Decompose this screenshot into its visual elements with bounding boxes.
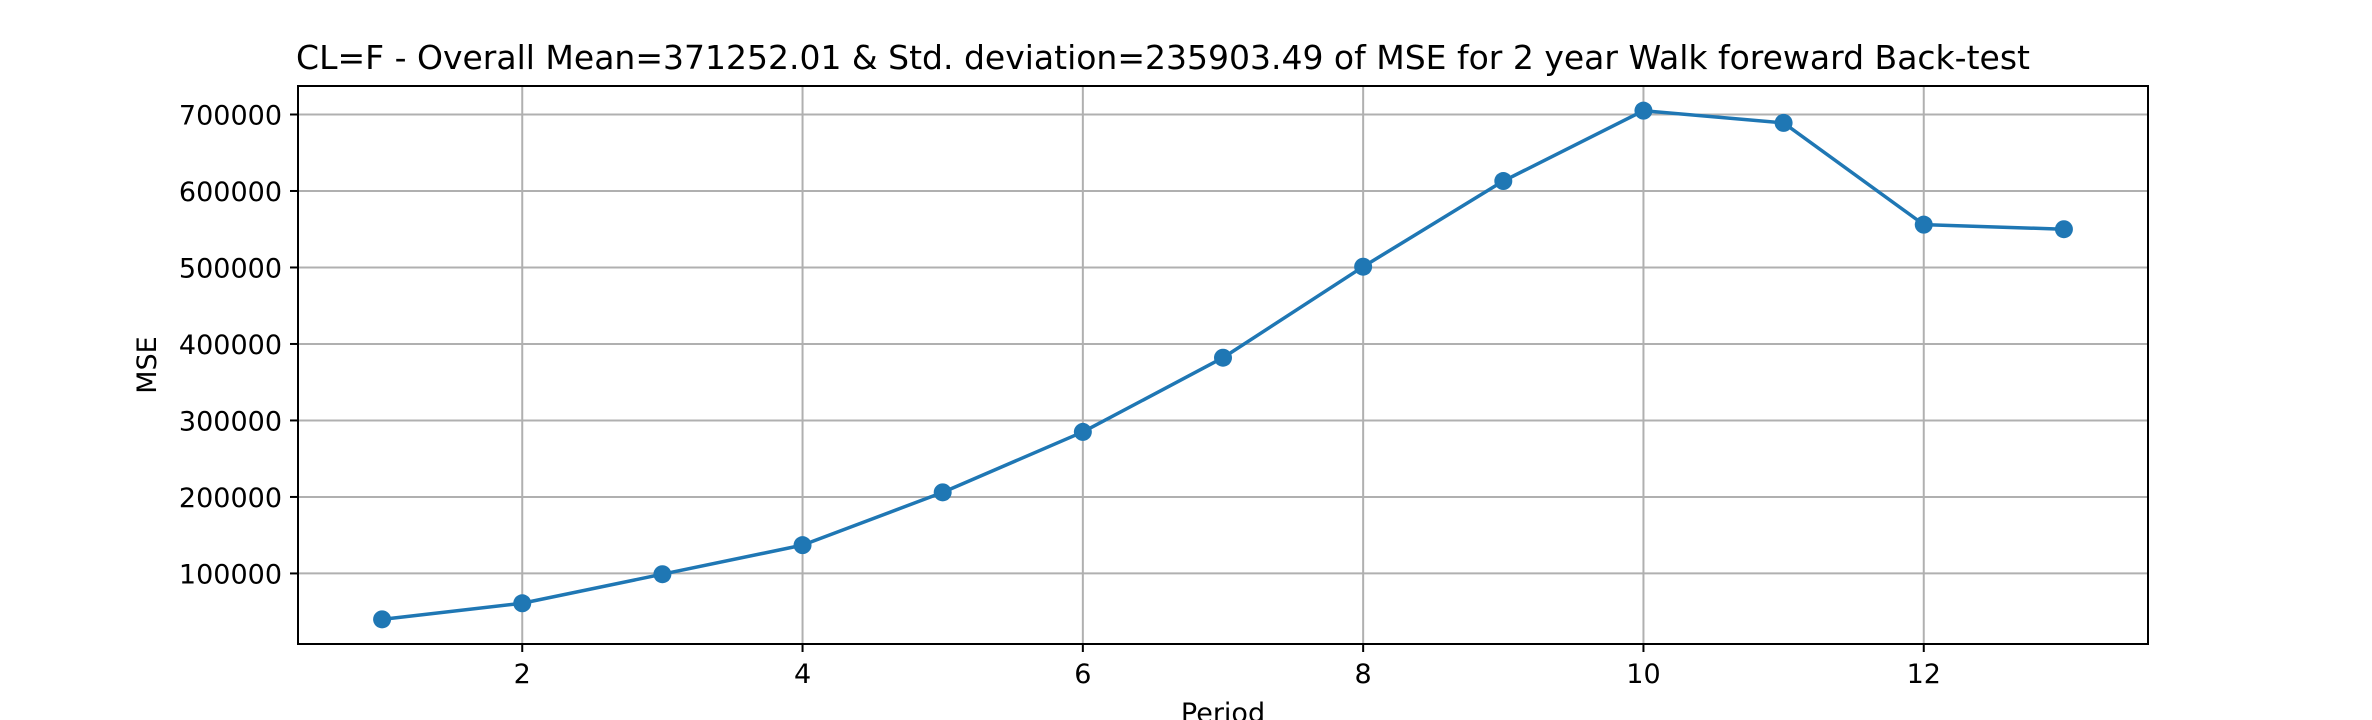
x-tick-label: 12 <box>1907 659 1941 690</box>
data-point <box>1354 257 1373 276</box>
data-point <box>2054 220 2073 239</box>
y-tick-label: 300000 <box>179 406 282 437</box>
x-tick-label: 2 <box>514 659 531 690</box>
x-tick-label: 8 <box>1355 659 1372 690</box>
x-tick-label: 10 <box>1626 659 1660 690</box>
chart-title: CL=F - Overall Mean=371252.01 & Std. dev… <box>296 38 2030 77</box>
axis-ticks: 2 4 6 8 10 12 100000 200000 300000 400000 500000 60… <box>179 100 1941 690</box>
y-tick-label: 400000 <box>179 330 282 361</box>
data-point <box>513 594 532 613</box>
data-point <box>653 565 672 584</box>
y-tick-label: 500000 <box>179 253 282 284</box>
data-point <box>1494 172 1513 191</box>
data-point <box>793 536 812 555</box>
data-point <box>1914 215 1933 234</box>
y-tick-label: 100000 <box>179 559 282 590</box>
data-point <box>1214 348 1232 367</box>
grid-lines <box>298 86 2148 644</box>
y-tick-label: 200000 <box>179 483 282 514</box>
x-tick-label: 4 <box>794 659 811 690</box>
y-axis-label: MSE <box>132 336 163 394</box>
data-point <box>373 610 392 629</box>
data-point <box>1634 101 1653 120</box>
plot-frame <box>297 85 2149 645</box>
x-axis-label: Period <box>1181 698 1265 720</box>
data-point <box>1073 422 1092 441</box>
y-tick-label: 600000 <box>179 177 282 208</box>
y-tick-label: 700000 <box>179 100 282 131</box>
x-tick-label: 6 <box>1074 659 1091 690</box>
data-point <box>1774 113 1793 132</box>
data-point <box>933 483 952 502</box>
data-series <box>373 101 2073 629</box>
